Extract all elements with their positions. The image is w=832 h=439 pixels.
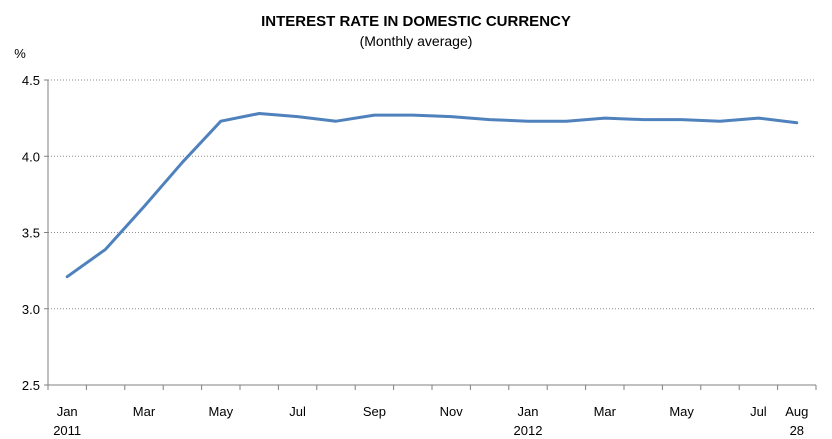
y-tick-label: 4.5 bbox=[22, 73, 40, 88]
x-tick-year-label: 28 bbox=[790, 423, 804, 438]
y-tick-labels: 4.5 4.0 3.5 3.0 2.5 bbox=[22, 73, 40, 393]
x-tick-year-label: 2012 bbox=[514, 423, 543, 438]
x-tick-label: Jul bbox=[750, 404, 767, 419]
x-tick-year-label: 2011 bbox=[53, 423, 81, 438]
axes bbox=[44, 79, 817, 390]
x-tick-label: May bbox=[209, 404, 234, 419]
y-tick-label: 3.0 bbox=[22, 302, 40, 317]
x-tick-label: Mar bbox=[594, 404, 617, 419]
x-tick-label: Jan bbox=[57, 404, 78, 419]
y-tick-label: 4.0 bbox=[22, 149, 40, 164]
chart-title: INTEREST RATE IN DOMESTIC CURRENCY bbox=[261, 13, 571, 30]
x-tick-label: Aug bbox=[785, 404, 808, 419]
x-tick-label: Jul bbox=[289, 404, 306, 419]
series-line bbox=[65, 112, 799, 279]
gridlines bbox=[48, 79, 816, 310]
x-tick-label: May bbox=[669, 404, 694, 419]
x-tick-label: Nov bbox=[440, 404, 464, 419]
x-tick-label: Sep bbox=[363, 404, 386, 419]
y-tick-label: 3.5 bbox=[22, 226, 40, 241]
y-axis-unit-label: % bbox=[14, 46, 26, 61]
y-tick-label: 2.5 bbox=[22, 378, 40, 393]
x-tick-label: Jan bbox=[518, 404, 539, 419]
series-layer bbox=[65, 112, 799, 279]
x-tick-labels: Jan 2011 Mar May Jul Sep Nov Jan 2012 Mar May Jul Au… bbox=[53, 404, 808, 438]
chart-subtitle: (Monthly average) bbox=[360, 33, 473, 49]
x-tick-label: Mar bbox=[133, 404, 156, 419]
